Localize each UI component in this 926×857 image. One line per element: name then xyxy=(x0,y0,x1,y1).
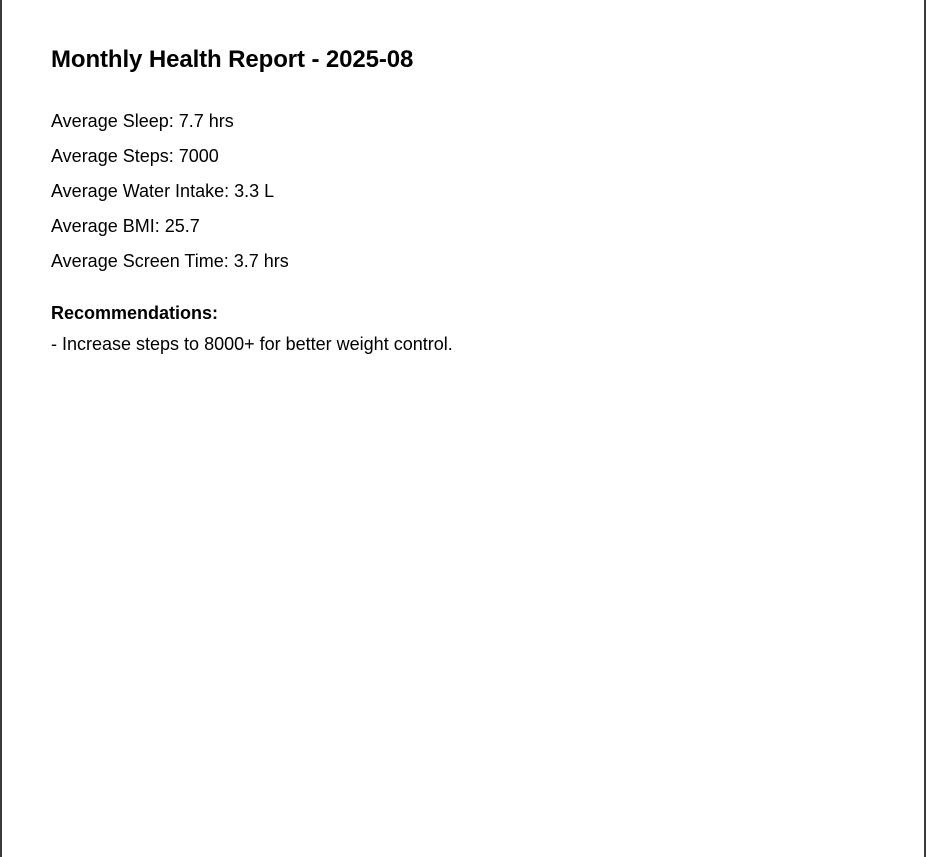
metric-average-screen-time: Average Screen Time: 3.7 hrs xyxy=(51,251,289,271)
metric-average-water-intake: Average Water Intake: 3.3 L xyxy=(51,181,275,201)
report-title: Monthly Health Report - 2025-08 xyxy=(51,46,414,73)
metric-average-sleep: Average Sleep: 7.7 hrs xyxy=(51,111,234,131)
recommendations-heading: Recommendations: xyxy=(51,303,219,323)
recommendation-item: - Increase steps to 8000+ for better wei… xyxy=(51,334,453,354)
metric-average-bmi: Average BMI: 25.7 xyxy=(51,216,200,236)
metric-average-steps: Average Steps: 7000 xyxy=(51,146,219,166)
metrics-list: Average Sleep: 7.7 hrs Average Steps: 70… xyxy=(51,111,884,286)
report-content: Monthly Health Report - 2025-08 Average … xyxy=(51,44,884,355)
